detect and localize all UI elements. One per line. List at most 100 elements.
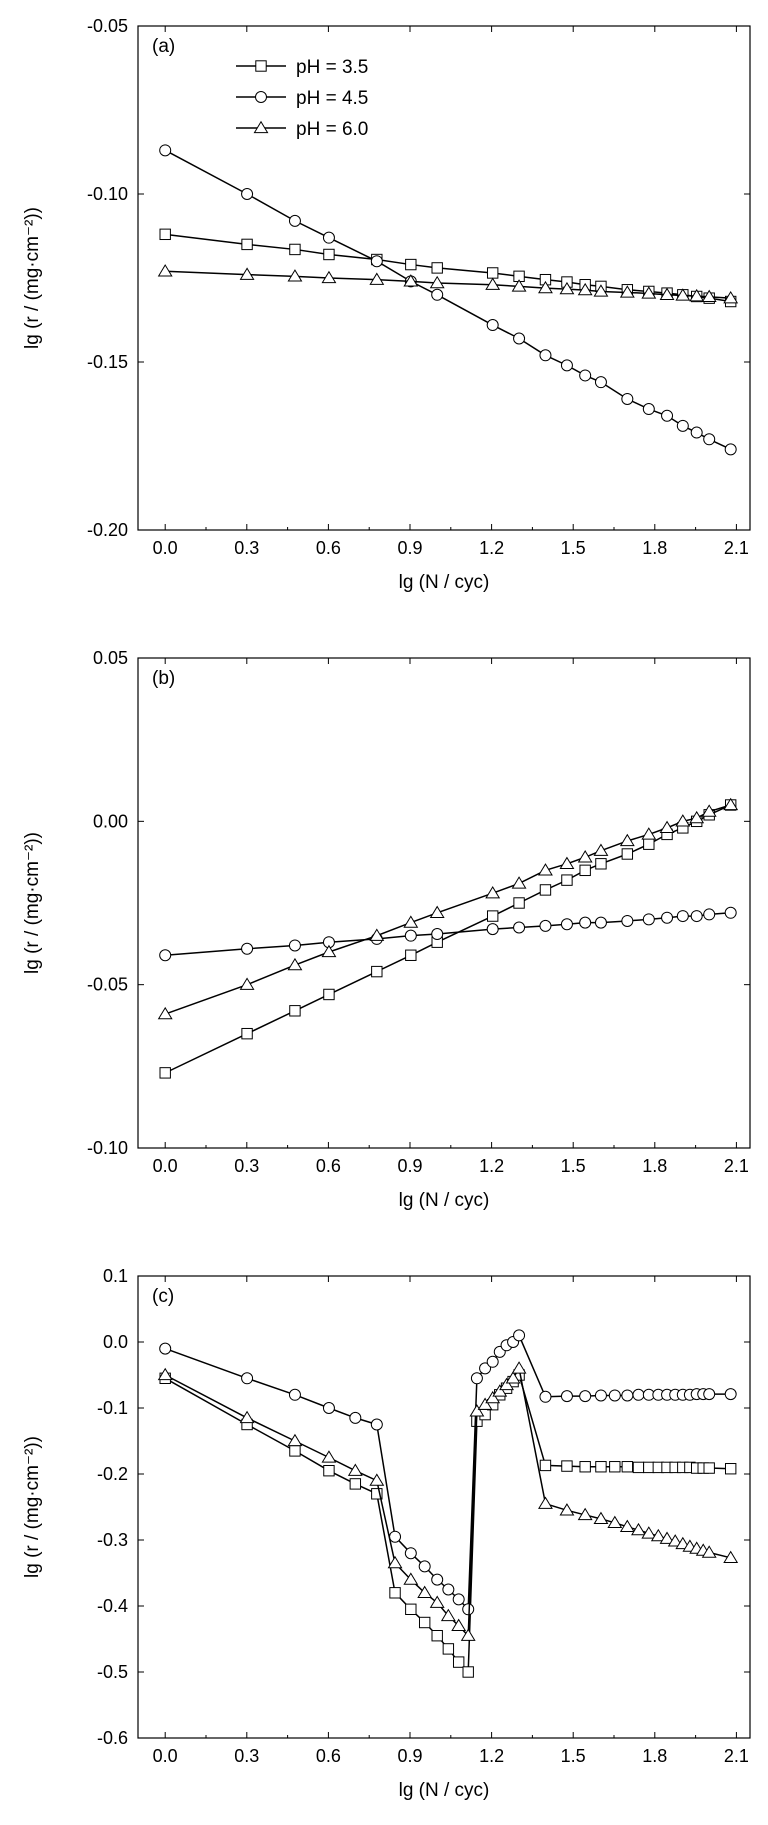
data-point [371,1488,383,1500]
panel-label: (b) [152,668,175,689]
y-tick-label: -0.2 [97,1464,128,1484]
data-point [593,1511,609,1525]
data-point [511,279,527,292]
data-point [403,1572,419,1585]
data-point [559,281,575,295]
data-point [477,1397,493,1410]
data-point [579,864,591,877]
x-tick-label: 1.8 [642,1746,667,1766]
data-point [431,288,444,301]
data-point [621,1461,634,1473]
data-point [559,856,575,869]
data-point [608,1389,621,1402]
data-point [389,1587,401,1599]
data-point [579,1461,591,1473]
x-tick-label: 1.2 [479,1746,504,1766]
y-tick-label: -0.3 [97,1530,128,1550]
data-point [239,977,255,990]
data-point [723,1550,739,1563]
data-point [241,188,254,200]
data-point [431,262,443,274]
data-point [595,858,607,870]
data-point [323,988,335,1001]
data-point [321,944,337,958]
data-point [659,820,675,834]
data-point [287,957,303,971]
data-point [511,1361,527,1374]
data-point [643,1461,655,1474]
data-point [621,392,634,405]
data-point [405,1603,417,1615]
data-point [157,1367,173,1381]
data-point [619,285,635,298]
data-point [239,1410,255,1424]
x-tick-label: 0.9 [397,538,422,558]
data-point [440,1608,456,1622]
data-point [724,1388,737,1401]
x-tick-label: 1.2 [479,1156,504,1176]
data-point [676,419,689,432]
data-point [724,1463,737,1475]
data-point [689,288,705,302]
data-point [632,1461,645,1474]
data-point [723,797,739,811]
data-point [539,884,552,896]
chart-panel-2: 0.0 0.3 0.6 0.9 1.2 1.5 1.8 2.1 0.05 0.00 -0.05 -0.… [22,648,751,1211]
data-point [621,914,634,927]
y-tick-label: -0.15 [87,352,128,372]
x-tick-label: 0.6 [316,1746,341,1766]
data-point [239,267,255,280]
data-point [241,1027,253,1040]
data-point [703,908,716,921]
y-tick-label: -0.4 [97,1596,128,1616]
y-axis-label: lg (r / (mg·cm⁻²)) [22,1436,43,1578]
data-point [288,939,301,952]
legend-label: pH = 6.0 [296,119,368,140]
data-point [689,810,705,824]
y-tick-label: 0.00 [93,811,128,831]
y-tick-label: -0.20 [87,520,128,540]
data-point [479,1362,492,1375]
legend: pH = 3.5 pH = 4.5 pH = 6.0 [236,57,368,140]
legend-marker [255,60,267,72]
data-point [486,319,499,332]
x-tick-label: 0.9 [397,1156,422,1176]
data-point [429,1595,445,1608]
data-point [157,1006,173,1020]
data-point [538,1496,553,1509]
data-point [561,1460,573,1472]
x-tick-label: 0.0 [153,538,178,558]
x-tick-label: 0.6 [316,538,341,558]
panel-label: (c) [152,1286,174,1307]
data-point [701,1545,717,1558]
x-tick-label: 0.3 [234,538,259,558]
data-point [513,332,526,345]
data-point [322,1402,335,1414]
data-point [442,1643,455,1655]
x-axis-label: lg (N / cyc) [399,1190,490,1211]
data-point [159,949,172,962]
data-point [499,1377,514,1391]
data-point [429,905,445,918]
data-point [369,1473,385,1486]
data-point [287,269,303,282]
data-point [675,814,691,827]
data-point [641,286,657,299]
data-point [288,214,301,227]
data-point [538,280,553,294]
data-point [485,1390,501,1404]
x-tick-label: 1.5 [561,1156,586,1176]
data-point [404,929,417,942]
data-point [241,942,254,955]
data-point [452,1593,465,1606]
data-point [559,1503,575,1516]
data-point [418,1616,431,1629]
legend-marker [255,91,267,103]
data-point [703,433,716,446]
data-point [607,1515,623,1529]
y-tick-label: -0.10 [87,184,128,204]
data-point [323,248,335,261]
data-point [538,863,553,876]
data-point [486,267,499,279]
data-point [369,272,385,285]
